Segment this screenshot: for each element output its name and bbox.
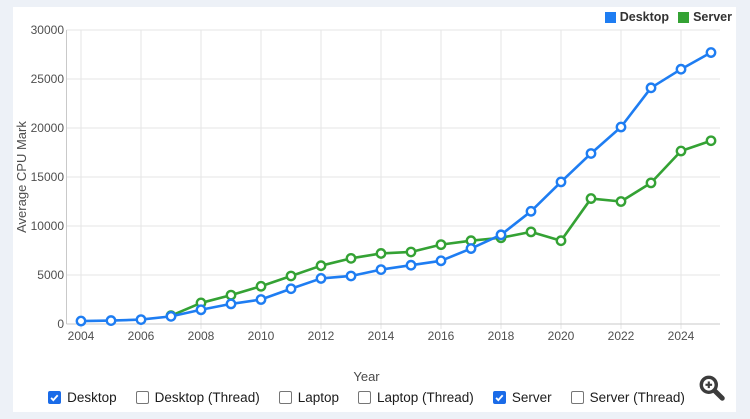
desktop-data-point[interactable] (105, 315, 117, 326)
zoom-in-button[interactable] (697, 373, 727, 403)
desktop-data-point[interactable] (345, 270, 357, 282)
checkbox-label: Laptop (Thread) (377, 389, 474, 405)
desktop-data-point[interactable] (495, 229, 507, 241)
desktop-data-point[interactable] (645, 82, 657, 94)
y-tick-label: 0 (57, 317, 64, 331)
y-tick-label: 25000 (31, 72, 65, 86)
unchecked-checkbox-icon (358, 390, 371, 404)
desktop-series-line (79, 51, 713, 323)
desktop-data-point[interactable] (285, 283, 297, 295)
checkbox-label: Desktop (67, 389, 117, 405)
y-tick-label: 10000 (31, 219, 65, 233)
server-data-point[interactable] (255, 280, 267, 292)
desktop-data-point[interactable] (375, 264, 387, 276)
desktop-data-point[interactable] (555, 176, 567, 188)
server-data-point[interactable] (675, 145, 687, 157)
y-tick-label: 20000 (31, 121, 65, 135)
checked-checkbox-icon (492, 390, 506, 404)
legend-item-server[interactable]: Server (678, 10, 732, 24)
x-axis-title: Year (353, 369, 380, 384)
checkbox-label: Server (511, 389, 552, 405)
x-tick-label: 2004 (68, 329, 95, 343)
legend-swatch-server (678, 11, 690, 23)
checkbox-server-thread[interactable]: Server (Thread) (570, 389, 685, 405)
series-toggles: Desktop Desktop (Thread) Laptop Laptop (Thr… (13, 387, 720, 407)
server-data-point[interactable] (345, 252, 357, 264)
legend-swatch-desktop (604, 11, 616, 23)
unchecked-checkbox-icon (135, 390, 149, 404)
checkbox-label: Desktop (Thread) (154, 389, 260, 405)
desktop-data-point[interactable] (225, 298, 237, 310)
chart-legend: Desktop Server (604, 10, 732, 24)
legend-item-desktop[interactable]: Desktop (604, 10, 670, 24)
server-data-point[interactable] (315, 260, 327, 272)
y-tick-label: 15000 (31, 170, 65, 184)
legend-label: Desktop (619, 10, 670, 24)
checkbox-desktop-thread[interactable]: Desktop (Thread) (135, 389, 260, 405)
checkbox-label: Server (Thread) (589, 389, 685, 405)
desktop-data-point[interactable] (705, 47, 717, 58)
checkbox-laptop-thread[interactable]: Laptop (Thread) (358, 390, 474, 405)
x-tick-label: 2022 (608, 329, 635, 343)
x-tick-label: 2014 (368, 329, 395, 343)
checkbox-laptop[interactable]: Laptop (278, 389, 339, 405)
desktop-data-point[interactable] (585, 148, 597, 159)
server-data-point[interactable] (525, 226, 537, 238)
x-tick-label: 2010 (248, 329, 275, 343)
desktop-data-point[interactable] (195, 304, 207, 316)
server-data-point[interactable] (585, 193, 597, 204)
x-tick-label: 2006 (128, 329, 155, 343)
cpu-mark-chart[interactable]: 0 5000 10000 15000 20000 25000 30000 2004 2006 20… (13, 7, 736, 412)
y-tick-label: 30000 (31, 23, 65, 37)
server-data-point[interactable] (615, 196, 627, 207)
desktop-data-point[interactable] (435, 255, 447, 267)
server-data-point[interactable] (705, 135, 717, 147)
checkbox-desktop[interactable]: Desktop (48, 390, 117, 405)
x-tick-label: 2020 (548, 329, 575, 343)
unchecked-checkbox-icon (278, 390, 292, 404)
y-axis-title: Average CPU Mark (14, 121, 29, 233)
x-tick-label: 2016 (428, 329, 455, 343)
desktop-data-point[interactable] (135, 314, 147, 325)
zoom-in-icon (699, 375, 725, 401)
server-data-point[interactable] (645, 177, 657, 189)
desktop-data-point[interactable] (525, 205, 537, 217)
server-data-point[interactable] (405, 246, 417, 258)
checked-checkbox-icon (48, 390, 62, 404)
desktop-data-point[interactable] (255, 294, 267, 305)
desktop-data-point[interactable] (405, 259, 417, 271)
desktop-data-point[interactable] (465, 243, 477, 254)
x-tick-label: 2008 (188, 329, 215, 343)
checkbox-label: Laptop (297, 389, 339, 405)
y-tick-label: 5000 (37, 268, 64, 282)
chart-card: 0 5000 10000 15000 20000 25000 30000 2004 2006 20… (13, 7, 736, 412)
server-data-point[interactable] (285, 270, 297, 282)
legend-label: Server (693, 10, 732, 24)
x-tick-label: 2012 (308, 329, 335, 343)
desktop-data-point[interactable] (615, 121, 627, 133)
x-tick-label: 2018 (488, 329, 515, 343)
x-tick-label: 2024 (668, 329, 695, 343)
desktop-data-point[interactable] (75, 315, 87, 327)
desktop-data-point[interactable] (675, 63, 687, 75)
checkbox-server[interactable]: Server (492, 389, 552, 405)
server-data-point[interactable] (225, 289, 237, 301)
server-data-point[interactable] (555, 235, 567, 247)
desktop-data-point[interactable] (165, 310, 177, 322)
server-data-point[interactable] (375, 248, 387, 259)
server-data-point[interactable] (435, 239, 447, 251)
unchecked-checkbox-icon (570, 390, 584, 404)
desktop-data-point[interactable] (315, 273, 327, 284)
